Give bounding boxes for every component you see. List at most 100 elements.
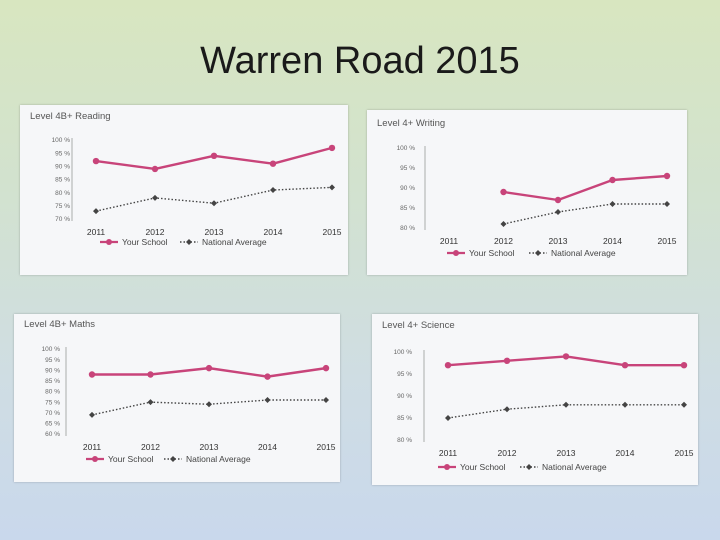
y-tick-label: 65 %: [45, 421, 60, 428]
legend-marker-national-average: [170, 456, 176, 462]
legend-label: Your School: [460, 462, 506, 472]
data-point-your-school: [210, 152, 218, 159]
data-point-national-average: [500, 221, 507, 227]
x-tick-label: 2015: [317, 442, 336, 452]
y-tick-label: 100 %: [394, 349, 413, 356]
x-tick-label: 2012: [494, 236, 513, 246]
y-tick-label: 100 %: [52, 137, 71, 144]
x-tick-label: 2013: [557, 448, 576, 458]
data-point-your-school: [205, 364, 213, 372]
y-tick-label: 95 %: [45, 357, 60, 364]
y-tick-label: 75 %: [45, 399, 60, 406]
y-tick-label: 75 %: [55, 203, 70, 210]
y-tick-label: 85 %: [400, 205, 415, 212]
x-tick-label: 2015: [675, 448, 694, 458]
x-tick-label: 2011: [87, 227, 106, 237]
data-point-your-school: [609, 176, 616, 184]
x-tick-label: 2015: [658, 236, 677, 246]
y-tick-label: 85 %: [397, 415, 412, 422]
y-tick-label: 60 %: [45, 431, 60, 438]
data-point-your-school: [554, 196, 562, 204]
data-point-national-average: [329, 184, 335, 191]
x-tick-label: 2012: [141, 442, 160, 452]
chart-title: Level 4B+ Maths: [24, 319, 95, 330]
x-tick-label: 2011: [83, 442, 102, 452]
legend-marker-your-school: [453, 250, 459, 256]
x-tick-label: 2013: [200, 442, 219, 452]
data-point-your-school: [92, 157, 100, 165]
y-tick-label: 85 %: [55, 177, 70, 184]
chart-panel-writing: Level 4+ Writing 100 % 95 % 90 % 85 % 80 % 201…: [367, 110, 687, 275]
chart-title: Level 4+ Science: [382, 320, 455, 331]
x-tick-label: 2012: [146, 227, 165, 237]
data-point-your-school: [88, 371, 96, 378]
slide-title: Warren Road 2015: [200, 40, 520, 82]
chart-svg: Level 4+ Writing 100 % 95 % 90 % 85 % 80 % 201…: [377, 118, 677, 258]
legend-marker-national-average: [535, 250, 541, 256]
x-tick-label: 2013: [205, 227, 224, 237]
y-tick-label: 100 %: [42, 346, 61, 353]
data-point-national-average: [93, 208, 99, 215]
data-point-your-school: [500, 188, 507, 196]
y-tick-label: 90 %: [400, 185, 415, 192]
y-tick-label: 85 %: [45, 378, 60, 385]
data-point-national-average: [264, 397, 271, 403]
y-tick-label: 90 %: [55, 164, 70, 171]
data-point-national-average: [664, 201, 670, 207]
legend-marker-national-average: [526, 464, 532, 470]
data-point-national-average: [681, 401, 687, 408]
x-tick-label: 2012: [498, 448, 517, 458]
x-tick-label: 2014: [616, 448, 635, 458]
data-point-national-average: [211, 200, 217, 207]
x-tick-label: 2014: [264, 227, 283, 237]
data-point-your-school: [680, 362, 688, 369]
legend-marker-national-average: [186, 239, 192, 245]
data-point-national-average: [555, 209, 561, 215]
y-tick-label: 90 %: [397, 393, 412, 400]
y-tick-label: 90 %: [45, 367, 60, 374]
data-point-national-average: [504, 406, 510, 413]
y-tick-label: 100 %: [397, 145, 416, 152]
x-tick-label: 2014: [603, 236, 622, 246]
y-tick-label: 80 %: [45, 389, 60, 396]
series-line-national-average: [447, 404, 684, 419]
data-point-your-school: [147, 371, 154, 378]
data-point-your-school: [444, 362, 452, 369]
y-tick-label: 95 %: [397, 371, 412, 378]
chart-title: Level 4B+ Reading: [30, 111, 111, 122]
data-point-your-school: [621, 362, 629, 369]
chart-panel-maths: Level 4B+ Maths 100 % 95 % 90 % 85 % 80 % 75 %…: [14, 314, 340, 482]
legend-label: National Average: [542, 462, 607, 472]
legend-label: National Average: [186, 454, 251, 464]
chart-title: Level 4+ Writing: [377, 118, 445, 129]
x-tick-label: 2011: [440, 236, 459, 246]
data-point-national-average: [622, 401, 628, 408]
legend-label: Your School: [122, 237, 168, 247]
x-tick-label: 2011: [439, 448, 458, 458]
data-point-your-school: [269, 160, 277, 167]
data-point-national-average: [563, 401, 569, 408]
y-tick-label: 70 %: [45, 410, 60, 417]
series-line-national-average: [503, 203, 667, 225]
data-point-national-average: [323, 397, 329, 403]
legend-marker-your-school: [92, 456, 98, 462]
data-point-national-average: [152, 194, 158, 201]
chart-panel-science: Level 4+ Science 100 % 95 % 90 % 85 % 80 % 201…: [372, 314, 698, 485]
data-point-national-average: [147, 399, 154, 406]
data-point-national-average: [206, 401, 212, 408]
legend-marker-your-school: [106, 239, 112, 245]
x-tick-label: 2013: [549, 236, 568, 246]
legend-label: Your School: [108, 454, 154, 464]
y-tick-label: 80 %: [400, 225, 415, 232]
legend-marker-your-school: [444, 464, 450, 470]
legend-label: Your School: [469, 248, 515, 258]
series-line-national-average: [95, 186, 333, 212]
y-tick-label: 80 %: [55, 190, 70, 197]
data-point-your-school: [503, 357, 511, 364]
chart-svg: Level 4B+ Reading 100 % 95 % 90 % 85 % 80 % 75…: [30, 111, 342, 247]
data-point-national-average: [609, 201, 616, 207]
data-point-your-school: [151, 165, 159, 173]
y-tick-label: 80 %: [397, 437, 412, 444]
data-point-your-school: [562, 353, 570, 360]
x-tick-label: 2014: [258, 442, 277, 452]
